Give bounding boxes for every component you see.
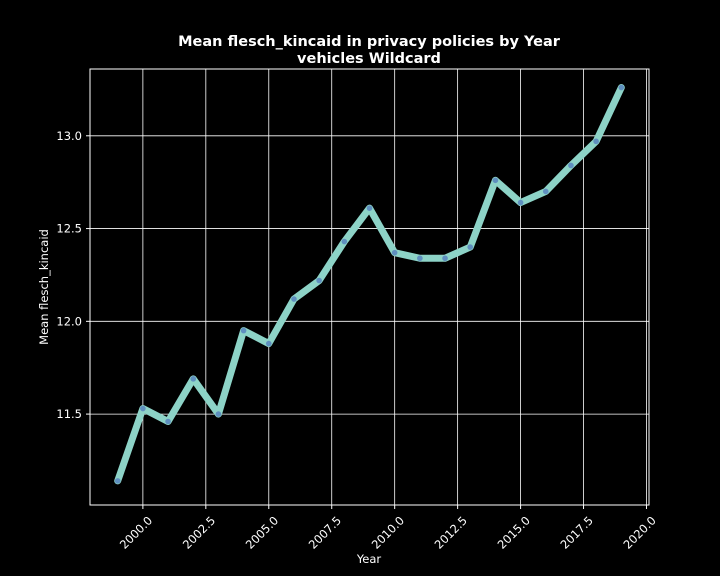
- grid-lines: [90, 69, 649, 505]
- data-series: [114, 84, 625, 485]
- data-point: [442, 255, 448, 262]
- data-point: [114, 478, 121, 484]
- data-point: [391, 249, 398, 256]
- data-point: [467, 244, 474, 250]
- y-axis-ticks: 11.5 12.0 12.5 13.0: [56, 129, 90, 421]
- data-point: [215, 411, 222, 417]
- y-tick-label: 12.0: [56, 314, 82, 328]
- data-point: [190, 376, 197, 382]
- x-axis-label: Year: [356, 552, 382, 566]
- series-line: [114, 84, 625, 485]
- data-point: [593, 138, 599, 145]
- data-point: [265, 340, 272, 347]
- y-tick-label: 13.0: [56, 129, 82, 143]
- x-tick-label: 2015.0: [495, 513, 533, 551]
- data-point: [341, 238, 348, 245]
- y-tick-label: 12.5: [56, 222, 82, 236]
- x-tick-label: 2020.0: [620, 513, 658, 551]
- y-axis-label: Mean flesch_kincaid: [37, 229, 51, 345]
- data-point: [316, 277, 322, 284]
- x-tick-label: 2010.0: [369, 513, 407, 551]
- data-point: [542, 188, 549, 195]
- chart-subtitle: vehicles Wildcard: [297, 51, 441, 67]
- data-point: [568, 162, 574, 169]
- y-tick-label: 11.5: [56, 407, 82, 421]
- x-tick-label: 2005.0: [243, 513, 281, 551]
- data-point: [417, 255, 423, 262]
- x-tick-label: 2000.0: [117, 513, 155, 551]
- x-tick-label: 2012.5: [432, 513, 470, 551]
- data-point: [291, 296, 297, 302]
- data-point: [517, 199, 524, 206]
- data-point: [240, 327, 247, 334]
- chart-title: Mean flesch_kincaid in privacy policies …: [178, 34, 561, 50]
- x-tick-label: 2007.5: [306, 513, 344, 551]
- plot-area-frame: [89, 68, 650, 506]
- x-tick-label: 2002.5: [180, 513, 218, 551]
- x-axis-ticks: 2000.0 2002.5 2005.0 2007.5 2010.0 2012.5 2015…: [117, 505, 659, 552]
- data-point: [618, 84, 625, 91]
- data-point: [165, 418, 171, 425]
- data-point: [366, 205, 373, 211]
- data-point: [140, 405, 146, 412]
- data-point: [492, 177, 499, 184]
- x-tick-label: 2017.5: [558, 513, 596, 551]
